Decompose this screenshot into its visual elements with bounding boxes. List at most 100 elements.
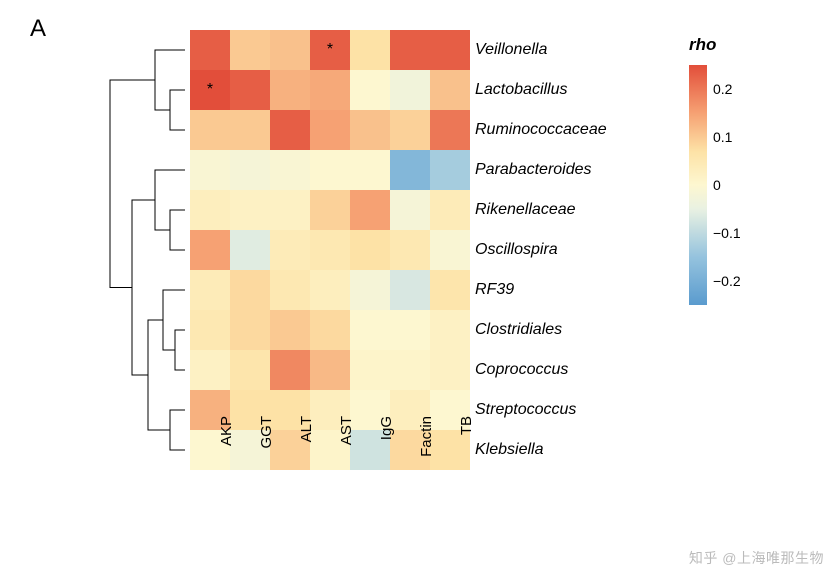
row-labels: VeillonellaLactobacillusRuminococcaceaeP… bbox=[475, 30, 607, 470]
heatmap-cell bbox=[430, 310, 470, 350]
row-label: Parabacteroides bbox=[475, 150, 607, 190]
heatmap-cell bbox=[430, 110, 470, 150]
legend-tick: −0.2 bbox=[713, 274, 741, 288]
heatmap-cell bbox=[270, 70, 310, 110]
heatmap-cell bbox=[430, 190, 470, 230]
heatmap-cell: * bbox=[190, 70, 230, 110]
heatmap-cell bbox=[270, 350, 310, 390]
heatmap-cell bbox=[190, 110, 230, 150]
heatmap-cell bbox=[310, 190, 350, 230]
heatmap-cell bbox=[350, 230, 390, 270]
heatmap-cell bbox=[430, 30, 470, 70]
heatmap-cell bbox=[230, 230, 270, 270]
heatmap-cell bbox=[350, 150, 390, 190]
legend-colorbar bbox=[689, 65, 707, 305]
heatmap-cell bbox=[230, 310, 270, 350]
watermark-prefix: 知乎 bbox=[689, 550, 718, 566]
heatmap-cell bbox=[390, 270, 430, 310]
panel-label: A bbox=[30, 15, 46, 43]
heatmap-row bbox=[190, 190, 470, 230]
heatmap-row: * bbox=[190, 30, 470, 70]
heatmap-cell bbox=[350, 190, 390, 230]
heatmap-cell bbox=[390, 30, 430, 70]
heatmap-cell bbox=[310, 270, 350, 310]
heatmap-cell bbox=[190, 350, 230, 390]
row-label: Oscillospira bbox=[475, 230, 607, 270]
heatmap-cell bbox=[310, 110, 350, 150]
heatmap-cell bbox=[390, 190, 430, 230]
heatmap-cell bbox=[310, 310, 350, 350]
heatmap-cell bbox=[350, 70, 390, 110]
heatmap-cell bbox=[270, 110, 310, 150]
col-label: IgG bbox=[378, 416, 395, 476]
heatmap-cell bbox=[270, 150, 310, 190]
col-label: ALT bbox=[298, 416, 315, 476]
heatmap-cell bbox=[230, 190, 270, 230]
heatmap-cell bbox=[190, 190, 230, 230]
heatmap-cell bbox=[430, 70, 470, 110]
row-label: RF39 bbox=[475, 270, 607, 310]
heatmap-cell bbox=[350, 350, 390, 390]
row-label: Clostridiales bbox=[475, 310, 607, 350]
heatmap-row bbox=[190, 110, 470, 150]
row-label: Lactobacillus bbox=[475, 70, 607, 110]
legend-tick: −0.1 bbox=[713, 226, 741, 240]
row-dendrogram bbox=[90, 30, 185, 470]
row-label: Ruminococcaceae bbox=[475, 110, 607, 150]
row-label: Rikenellaceae bbox=[475, 190, 607, 230]
heatmap-cell bbox=[270, 310, 310, 350]
heatmap-cell bbox=[230, 70, 270, 110]
heatmap-cell bbox=[310, 150, 350, 190]
heatmap-cell bbox=[430, 270, 470, 310]
heatmap-grid: ** bbox=[190, 30, 470, 470]
watermark: 知乎 @上海唯那生物 bbox=[689, 548, 824, 568]
heatmap-cell bbox=[190, 270, 230, 310]
heatmap-cell bbox=[270, 30, 310, 70]
heatmap-row bbox=[190, 350, 470, 390]
heatmap-cell bbox=[390, 70, 430, 110]
heatmap-cell bbox=[230, 30, 270, 70]
legend-tick: 0 bbox=[713, 178, 721, 192]
heatmap-cell bbox=[350, 110, 390, 150]
heatmap-cell bbox=[230, 150, 270, 190]
heatmap-cell bbox=[390, 230, 430, 270]
color-legend: rho 0.20.10−0.1−0.2 bbox=[689, 35, 789, 305]
heatmap-cell bbox=[390, 350, 430, 390]
heatmap-cell bbox=[430, 230, 470, 270]
heatmap-cell bbox=[190, 150, 230, 190]
heatmap-cell bbox=[430, 350, 470, 390]
heatmap-cell bbox=[350, 270, 390, 310]
col-label: TB bbox=[458, 416, 475, 476]
col-label: GGT bbox=[258, 416, 275, 476]
row-label: Coprococcus bbox=[475, 350, 607, 390]
legend-title: rho bbox=[689, 35, 789, 55]
heatmap-cell: * bbox=[310, 30, 350, 70]
heatmap-cell bbox=[310, 230, 350, 270]
row-label: Veillonella bbox=[475, 30, 607, 70]
col-label: AST bbox=[338, 416, 355, 476]
heatmap-cell bbox=[270, 270, 310, 310]
chart-container: ** VeillonellaLactobacillusRuminococcace… bbox=[90, 30, 640, 510]
heatmap-cell bbox=[430, 150, 470, 190]
heatmap-cell bbox=[390, 110, 430, 150]
heatmap-cell bbox=[390, 150, 430, 190]
col-label: AKP bbox=[218, 416, 235, 476]
heatmap-cell bbox=[190, 310, 230, 350]
heatmap-cell bbox=[270, 230, 310, 270]
legend-tick: 0.2 bbox=[713, 82, 732, 96]
heatmap-row: * bbox=[190, 70, 470, 110]
legend-ticks: 0.20.10−0.1−0.2 bbox=[707, 65, 757, 305]
heatmap-cell bbox=[310, 350, 350, 390]
heatmap-cell bbox=[230, 110, 270, 150]
row-label: Klebsiella bbox=[475, 430, 607, 470]
col-label: Factin bbox=[418, 416, 435, 476]
heatmap-row bbox=[190, 150, 470, 190]
heatmap-cell bbox=[350, 310, 390, 350]
heatmap-cell bbox=[350, 30, 390, 70]
heatmap-cell bbox=[190, 230, 230, 270]
watermark-name: 上海唯那生物 bbox=[737, 550, 824, 566]
watermark-at: @ bbox=[722, 550, 737, 566]
heatmap-cell bbox=[230, 350, 270, 390]
heatmap-cell bbox=[230, 270, 270, 310]
heatmap-row bbox=[190, 310, 470, 350]
